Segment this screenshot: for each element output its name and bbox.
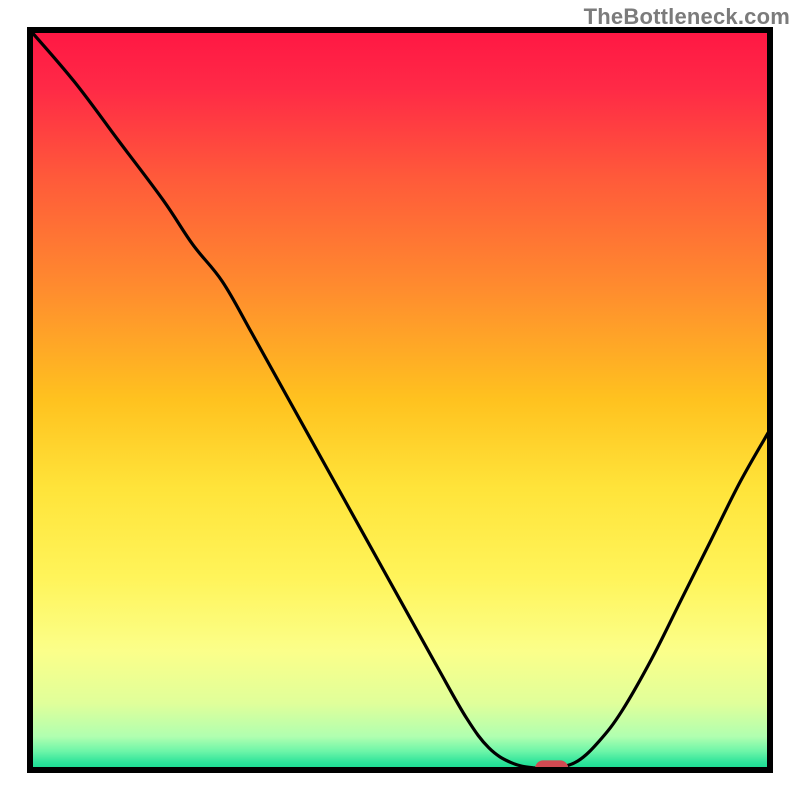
chart-container: { "watermark": { "text": "TheBottleneck.… <box>0 0 800 800</box>
bottleneck-chart <box>0 0 800 800</box>
gradient-background <box>30 30 770 770</box>
